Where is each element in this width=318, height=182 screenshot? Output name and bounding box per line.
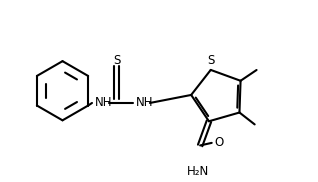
Text: H₂N: H₂N bbox=[186, 165, 209, 178]
Text: NH: NH bbox=[94, 96, 112, 109]
Text: S: S bbox=[207, 54, 214, 67]
Text: S: S bbox=[113, 54, 120, 67]
Text: NH: NH bbox=[136, 96, 153, 109]
Text: O: O bbox=[214, 136, 224, 149]
